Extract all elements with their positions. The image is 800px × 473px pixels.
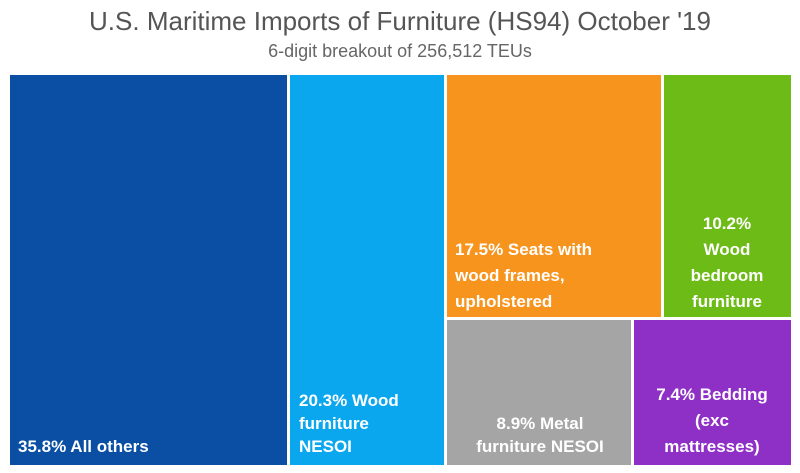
chart-subtitle: 6-digit breakout of 256,512 TEUs	[268, 41, 532, 61]
tile-label-metal: 8.9% Metal furniture NESOI	[476, 414, 604, 456]
tile-label-line: 10.2%	[703, 214, 751, 233]
tile-label-line: 35.8% All others	[18, 437, 149, 456]
tile-label-line: Wood	[704, 240, 751, 259]
tile-label-line: NESOI	[299, 437, 352, 456]
tile-label-line: furniture NESOI	[476, 437, 604, 456]
tile-label-line: 8.9% Metal	[497, 414, 584, 433]
tile-label-line: 17.5% Seats with	[455, 240, 592, 259]
tile-label-all-others: 35.8% All others	[18, 437, 149, 456]
tile-label-line: furniture	[299, 414, 369, 433]
tile-label-line: upholstered	[455, 292, 552, 311]
tile-label-bedding: 7.4% Bedding (exc mattresses)	[656, 385, 767, 456]
tile-label-line: (exc	[695, 411, 729, 430]
chart-title: U.S. Maritime Imports of Furniture (HS94…	[89, 6, 711, 36]
tile-label-line: bedroom	[691, 266, 764, 285]
tile-wood-furniture	[290, 75, 444, 465]
tile-label-wood-furniture: 20.3% Wood furniture NESOI	[299, 391, 399, 456]
tile-label-bedroom: 10.2% Wood bedroom furniture	[691, 214, 764, 311]
tile-label-line: mattresses)	[664, 437, 759, 456]
tile-label-seats: 17.5% Seats with wood frames, upholstered	[454, 240, 592, 311]
tile-label-line: furniture	[692, 292, 762, 311]
tile-metal	[447, 320, 631, 465]
tile-seats	[447, 75, 661, 317]
tile-label-line: 7.4% Bedding	[656, 385, 767, 404]
tile-label-line: 20.3% Wood	[299, 391, 399, 410]
tile-all-others	[10, 75, 287, 465]
tile-label-line: wood frames,	[454, 266, 565, 285]
tile-bedroom	[664, 75, 791, 317]
tile-bedding	[634, 320, 791, 465]
